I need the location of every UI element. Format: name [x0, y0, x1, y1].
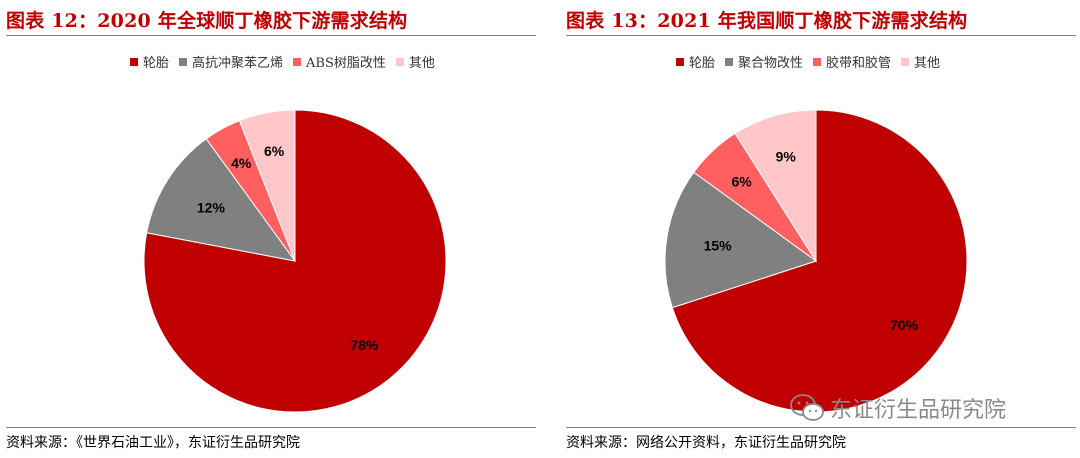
right-slice-3	[734, 109, 817, 263]
right-legend-label-2: 胶带和胶管	[826, 56, 892, 71]
left-slice-1	[146, 138, 297, 262]
left-legend-swatch-3	[395, 57, 404, 66]
right-legend-label-0: 轮胎	[689, 56, 716, 71]
left-source-rule	[6, 427, 536, 428]
left-chart-title: 图表 12：2020 年全球顺丁橡胶下游需求结构	[6, 10, 408, 32]
left-slice-label-2: 4%	[231, 155, 252, 171]
left-chart-panel: 图表 12：2020 年全球顺丁橡胶下游需求结构 轮胎 高抗冲聚苯乙烯 ABS树脂改…	[6, 10, 536, 451]
left-legend-swatch-1	[179, 57, 188, 66]
right-legend-swatch-2	[813, 57, 822, 66]
left-legend-label-2: ABS树脂改性	[306, 56, 386, 71]
right-legend-item-3: 其他	[901, 52, 940, 71]
right-title-rule	[566, 35, 1076, 36]
right-chart-title: 图表 13：2021 年我国顺丁橡胶下游需求结构	[566, 10, 968, 32]
right-slice-1	[664, 171, 818, 309]
left-legend-item-2: ABS树脂改性	[293, 52, 386, 71]
right-legend-item-1: 聚合物改性	[725, 52, 803, 71]
right-chart-legend: 轮胎 聚合物改性 胶带和胶管 其他	[676, 52, 950, 71]
left-legend-item-3: 其他	[395, 52, 435, 71]
left-slice-label-0: 78%	[350, 337, 379, 353]
right-legend-item-2: 胶带和胶管	[813, 52, 891, 71]
right-chart-source: 资料来源：网络公开资料，东证衍生品研究院	[566, 435, 846, 451]
left-pie-chart: 78% 12% 4% 6%	[143, 109, 447, 413]
right-legend-swatch-1	[725, 57, 734, 66]
left-slice-label-3: 6%	[264, 143, 285, 159]
right-legend-label-3: 其他	[914, 56, 941, 71]
right-legend-swatch-3	[901, 57, 910, 66]
left-slice-3	[238, 109, 296, 262]
left-legend-label-0: 轮胎	[143, 56, 170, 71]
right-slice-0	[671, 109, 968, 413]
left-legend-label-3: 其他	[408, 56, 435, 71]
left-legend-item-1: 高抗冲聚苯乙烯	[179, 52, 283, 71]
right-pie-chart: 70% 15% 6% 9%	[664, 109, 968, 413]
left-legend-item-0: 轮胎	[130, 52, 169, 71]
right-source-rule	[566, 427, 1076, 428]
right-slice-label-0: 70%	[890, 317, 919, 333]
watermark-text: 东证衍生品研究院	[830, 398, 1007, 423]
left-chart-legend: 轮胎 高抗冲聚苯乙烯 ABS树脂改性 其他	[130, 52, 445, 71]
left-chart-source: 资料来源：《世界石油工业》，东证衍生品研究院	[6, 435, 300, 451]
wechat-icon	[790, 394, 824, 421]
left-title-rule	[6, 35, 536, 36]
left-legend-label-1: 高抗冲聚苯乙烯	[192, 56, 284, 71]
left-slice-0	[143, 109, 447, 413]
right-legend-label-1: 聚合物改性	[738, 56, 804, 71]
right-slice-label-1: 15%	[704, 237, 733, 253]
watermark: 东证衍生品研究院	[790, 392, 1006, 424]
right-slice-label-3: 9%	[776, 149, 797, 165]
left-legend-swatch-2	[293, 57, 302, 66]
left-legend-swatch-0	[130, 57, 138, 66]
right-slice-label-2: 6%	[731, 174, 752, 190]
right-legend-item-0: 轮胎	[676, 52, 715, 71]
right-chart-panel: 图表 13：2021 年我国顺丁橡胶下游需求结构 轮胎 聚合物改性 胶带和胶管 其他 …	[560, 0, 1080, 458]
left-slice-label-1: 12%	[197, 200, 226, 216]
right-legend-swatch-0	[676, 57, 684, 66]
